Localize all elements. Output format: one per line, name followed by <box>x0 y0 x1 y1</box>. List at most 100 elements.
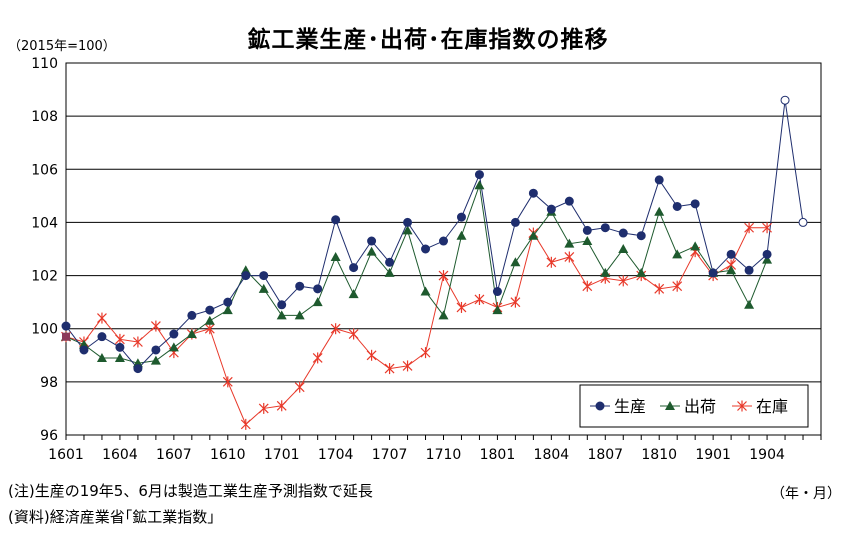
inventory-point <box>366 349 377 361</box>
chart-title: 鉱工業生産･出荷･在庫指数の推移 <box>247 27 609 53</box>
axes: 96 98 100 102 104 106 108 110 1601 1604 1607 1610 17… <box>31 56 822 463</box>
production-point <box>115 342 125 352</box>
production-point <box>295 281 305 291</box>
shipment-point <box>204 315 215 325</box>
production-point <box>636 231 646 241</box>
y-tick-label: 108 <box>31 109 58 125</box>
x-tick-label: 1701 <box>264 447 300 463</box>
x-tick-label: 1810 <box>641 447 677 463</box>
production-point <box>277 300 287 310</box>
shipment-point <box>744 299 755 309</box>
production-point <box>528 188 538 198</box>
production-point <box>600 223 610 233</box>
shipment-legend-marker <box>665 401 675 410</box>
production-point <box>510 217 520 227</box>
shipment-point <box>330 251 341 261</box>
x-tick-label: 1607 <box>156 447 192 463</box>
shipment-point <box>402 225 413 235</box>
production-point <box>708 268 718 278</box>
shipment-point <box>492 305 503 315</box>
shipment-point <box>294 310 305 320</box>
production-point <box>582 225 592 235</box>
shipment-point <box>510 257 521 267</box>
production-point <box>780 95 790 105</box>
y-tick-label: 98 <box>40 375 58 391</box>
shipment-point <box>258 283 269 293</box>
production-point <box>97 332 107 342</box>
production-point <box>259 271 269 281</box>
production-legend-marker <box>595 401 605 411</box>
production-point <box>421 244 431 254</box>
x-tick-label: 1601 <box>48 447 84 463</box>
shipment-point <box>456 230 467 240</box>
shipment-point <box>276 310 287 320</box>
production-point <box>205 305 215 315</box>
x-tick-label: 1610 <box>210 447 246 463</box>
period-label: （年・月） <box>771 486 841 502</box>
shipment-point <box>528 230 539 240</box>
production-point <box>367 236 377 246</box>
inventory-point <box>150 320 161 332</box>
production-point <box>223 297 233 307</box>
shipment-point <box>186 329 197 339</box>
shipment-legend-label: 出荷 <box>684 397 716 416</box>
y-tick-label: 104 <box>31 215 58 231</box>
production-point <box>546 204 556 214</box>
start-point-marker <box>62 332 70 341</box>
shipment-point <box>168 342 179 352</box>
production-point <box>726 249 736 259</box>
shipment-point <box>690 241 701 251</box>
production-point <box>385 257 395 267</box>
production-point <box>564 196 574 206</box>
inventory-point <box>222 376 233 388</box>
inventory-point <box>97 312 107 324</box>
plot-frame <box>65 62 822 436</box>
production-point <box>798 217 808 227</box>
shipment-point <box>726 265 737 275</box>
inventory-point <box>258 402 269 414</box>
x-tick-label: 1807 <box>587 447 623 463</box>
x-tick-label: 1604 <box>102 447 138 463</box>
production-point <box>331 215 341 225</box>
shipment-point <box>600 267 611 277</box>
shipment-point <box>384 267 395 277</box>
inventory-point <box>744 222 755 234</box>
inventory-point <box>348 328 359 340</box>
y-tick-label: 102 <box>31 269 58 285</box>
inventory-point <box>384 363 395 375</box>
inventory-point <box>546 256 557 268</box>
shipment-point <box>222 305 233 315</box>
shipment-point <box>150 355 161 365</box>
production-point <box>492 287 502 297</box>
x-tick-label: 1704 <box>318 447 354 463</box>
inventory-legend-marker <box>737 400 747 412</box>
inventory-point <box>564 251 575 263</box>
shipment-line <box>65 185 768 364</box>
production-point <box>439 236 448 246</box>
production-point <box>313 284 323 294</box>
inventory-point <box>618 275 629 287</box>
inventory-point <box>420 347 431 359</box>
shipment-point <box>654 206 665 216</box>
inventory-point <box>312 352 323 364</box>
production-point <box>169 329 179 339</box>
shipment-point <box>312 297 323 307</box>
series-layer <box>61 95 808 430</box>
inventory-point <box>438 270 449 282</box>
legend: 生産 出荷 在庫 <box>579 384 809 428</box>
shipment-point <box>474 180 485 190</box>
production-point <box>672 201 682 211</box>
x-tick-label: 1804 <box>534 447 570 463</box>
inventory-point <box>294 381 305 393</box>
shipment-point <box>348 289 359 299</box>
production-point <box>744 265 754 275</box>
note-text: (注)生産の19年5、6月は製造工業生産予測指数で延長 <box>8 482 373 500</box>
production-point <box>403 217 413 227</box>
inventory-point <box>132 336 143 348</box>
production-point <box>654 175 664 185</box>
inventory-legend-label: 在庫 <box>756 397 788 416</box>
x-tick-label: 1801 <box>480 447 516 463</box>
grid <box>65 62 822 436</box>
